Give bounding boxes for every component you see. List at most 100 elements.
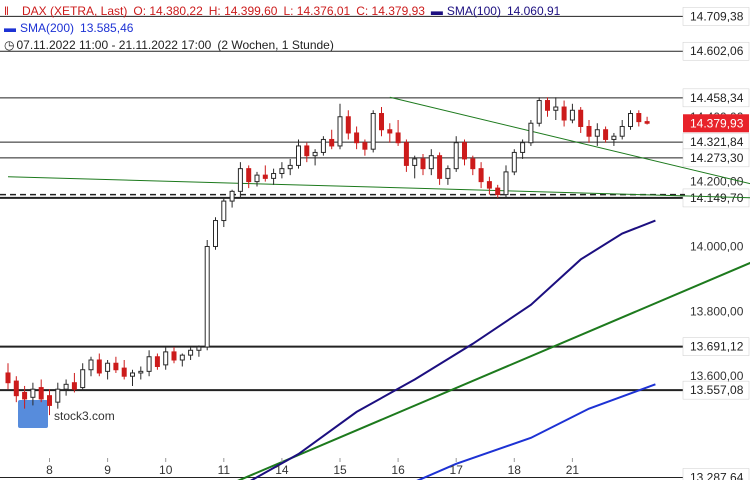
candle-body xyxy=(304,145,310,157)
candle-body xyxy=(362,142,368,150)
trend-line xyxy=(7,176,750,199)
candle-body xyxy=(644,121,650,124)
level-label: 13.287,64 xyxy=(690,471,744,480)
x-tick-label: 16 xyxy=(391,463,405,477)
candle-body xyxy=(495,187,501,196)
ohlc-legend: ǁ DAX (XETRA, Last) O: 14.380,22 H: 14.399,… xyxy=(4,4,566,18)
candle-body xyxy=(412,158,418,166)
candle-body xyxy=(320,138,326,153)
y-tick-label: 14.000,00 xyxy=(690,239,744,253)
trend-line xyxy=(237,261,750,480)
x-tick-label: 14 xyxy=(275,463,289,477)
level-label: 14.458,34 xyxy=(690,91,744,105)
candle-body xyxy=(262,174,268,179)
sma200-label: SMA(200) xyxy=(20,21,75,35)
sma100-value: 14.060,91 xyxy=(506,4,561,18)
candle-body xyxy=(312,151,318,157)
candle-body xyxy=(370,113,376,150)
level-label: 13.691,12 xyxy=(690,340,744,354)
watermark-text: stock3.com xyxy=(54,409,115,423)
candle-body xyxy=(545,100,550,111)
level-label-box xyxy=(682,380,750,400)
candle-body xyxy=(130,372,135,377)
level-label: 14.273,30 xyxy=(690,151,744,165)
level-label-box xyxy=(682,337,750,356)
instrument-name: DAX (XETRA, Last) xyxy=(22,4,128,18)
period-range: 07.11.2022 11:00 - 21.11.2022 17:00 xyxy=(16,38,212,52)
candle-body xyxy=(296,145,301,166)
candle-body xyxy=(329,138,335,147)
last-price-box xyxy=(683,114,749,133)
candle-body xyxy=(38,387,44,400)
level-label: 14.602,06 xyxy=(690,44,744,58)
candle-body xyxy=(13,380,19,397)
candle-body xyxy=(611,135,617,140)
candle-body xyxy=(354,132,360,144)
candle-body xyxy=(121,367,127,377)
watermark-logo xyxy=(18,400,48,428)
level-label: 14.709,38 xyxy=(690,9,744,23)
candle-body xyxy=(520,142,526,153)
level-label-box xyxy=(682,41,750,61)
candle-body xyxy=(179,354,185,361)
candle-body xyxy=(213,220,218,247)
sma200-icon: ▬ xyxy=(4,21,16,35)
candle-body xyxy=(30,388,36,398)
candle-body xyxy=(578,109,584,127)
x-tick-label: 10 xyxy=(159,463,173,477)
candle-body xyxy=(237,168,243,192)
candle-body xyxy=(88,359,94,371)
candle-body xyxy=(337,116,343,147)
y-tick-label: 13.600,00 xyxy=(690,369,744,383)
sma200-line xyxy=(416,383,656,480)
candle-body xyxy=(628,113,633,127)
candle-body xyxy=(96,359,102,374)
candle-body xyxy=(63,383,69,390)
candle-body xyxy=(462,142,467,160)
candle-body xyxy=(105,362,111,372)
candle-body xyxy=(478,168,484,183)
low-value: L: 14.376,01 xyxy=(283,4,351,18)
candle-body xyxy=(80,369,86,389)
candle-body xyxy=(536,100,542,124)
candle-body xyxy=(204,245,210,348)
candle-body xyxy=(146,356,152,372)
candle-body xyxy=(503,171,509,196)
candle-body xyxy=(445,168,451,179)
level-label: 13.557,08 xyxy=(690,383,744,397)
x-tick-label: 8 xyxy=(46,463,53,477)
open-value: O: 14.380,22 xyxy=(133,4,203,18)
x-tick-label: 15 xyxy=(333,463,347,477)
period-legend: ◷ 07.11.2022 11:00 - 21.11.2022 17:00 (2 W… xyxy=(4,38,340,52)
sma100-line xyxy=(249,219,656,480)
level-label: 14.149,70 xyxy=(690,191,744,205)
candle-body xyxy=(163,351,169,366)
clock-icon: ◷ xyxy=(4,38,15,52)
trend-line xyxy=(389,96,750,185)
candle-body xyxy=(395,132,401,144)
candle-body xyxy=(154,356,160,367)
candle-body xyxy=(379,113,384,131)
candle-body xyxy=(619,125,625,137)
y-tick-label: 13.800,00 xyxy=(690,304,744,318)
candle-body xyxy=(403,142,409,166)
sma200-value: 13.585,46 xyxy=(80,21,134,35)
high-value: H: 14.399,60 xyxy=(208,4,278,18)
sma100-label: SMA(100) xyxy=(446,4,501,18)
level-label-box xyxy=(682,148,750,168)
candle-body xyxy=(287,164,293,170)
candle-body xyxy=(188,349,194,356)
candle-body xyxy=(196,346,202,351)
candle-body xyxy=(528,122,534,144)
x-tick-label: 11 xyxy=(218,463,231,477)
candle-body xyxy=(437,155,443,179)
candle-body xyxy=(279,168,285,175)
level-label: 14.321,84 xyxy=(690,135,744,149)
candle-body xyxy=(511,151,517,173)
candlestick-icon: ǁ xyxy=(4,4,9,18)
candle-body xyxy=(586,125,592,137)
y-tick-label: 14.200,00 xyxy=(690,175,744,189)
candle-body xyxy=(171,351,177,361)
x-tick-label: 17 xyxy=(450,463,464,477)
